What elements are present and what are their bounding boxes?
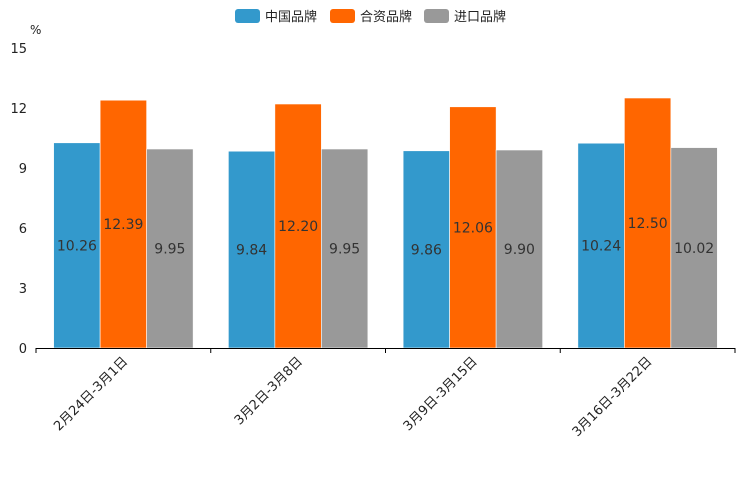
- y-axis-unit-label: %: [30, 23, 41, 37]
- bar-3-2: [321, 148, 369, 349]
- data-label: 10.24: [581, 239, 621, 255]
- y-tick-label: 0: [19, 342, 27, 357]
- bar-1-2: [228, 150, 276, 349]
- y-tick-label: 12: [10, 102, 27, 117]
- bar-2-1: [99, 99, 147, 349]
- data-label: 9.90: [504, 242, 535, 258]
- legend-label-1: 中国品牌: [265, 9, 317, 25]
- x-category-label: 2月24日-3月1日: [51, 354, 131, 434]
- data-label: 12.50: [628, 216, 668, 232]
- bar-3-4: [670, 147, 718, 349]
- data-label: 12.39: [103, 217, 143, 233]
- bar-1-1: [53, 142, 101, 349]
- legend-label-3: 进口品牌: [454, 9, 506, 25]
- bar-2-2: [274, 103, 322, 349]
- y-tick-label: 3: [19, 282, 27, 297]
- data-label: 10.02: [674, 241, 714, 257]
- data-label: 10.26: [57, 238, 97, 254]
- data-label: 9.86: [411, 242, 442, 258]
- bar-2-3: [449, 106, 497, 349]
- data-label: 9.95: [329, 242, 360, 258]
- legend: 中国品牌 合资品牌 进口品牌: [235, 9, 506, 25]
- data-label: 12.20: [278, 219, 318, 235]
- bar-3-1: [146, 148, 194, 349]
- bars: 10.26 12.39 9.95 9.84 12.20 9.95 9.86 12.06 9.90…: [53, 97, 718, 349]
- legend-swatch-2: [330, 9, 355, 23]
- data-label: 9.95: [154, 242, 185, 258]
- x-category-label: 3月16日-3月22日: [570, 354, 656, 440]
- y-axis: 0 3 6 9 12 15: [10, 42, 27, 357]
- x-axis: 2月24日-3月1日 3月2日-3月8日 3月9日-3月15日 3月16日-3月22日: [35, 348, 736, 440]
- y-tick-label: 9: [19, 162, 27, 177]
- y-tick-label: 6: [19, 222, 27, 237]
- y-tick-label: 15: [10, 42, 27, 57]
- bar-1-4: [577, 142, 625, 349]
- data-label: 9.84: [236, 243, 267, 259]
- legend-swatch-3: [424, 9, 449, 23]
- x-category-label: 3月2日-3月8日: [232, 354, 306, 428]
- data-label: 12.06: [453, 220, 493, 236]
- legend-swatch-1: [235, 9, 260, 23]
- x-category-label: 3月9日-3月15日: [401, 354, 481, 434]
- legend-label-2: 合资品牌: [360, 9, 412, 25]
